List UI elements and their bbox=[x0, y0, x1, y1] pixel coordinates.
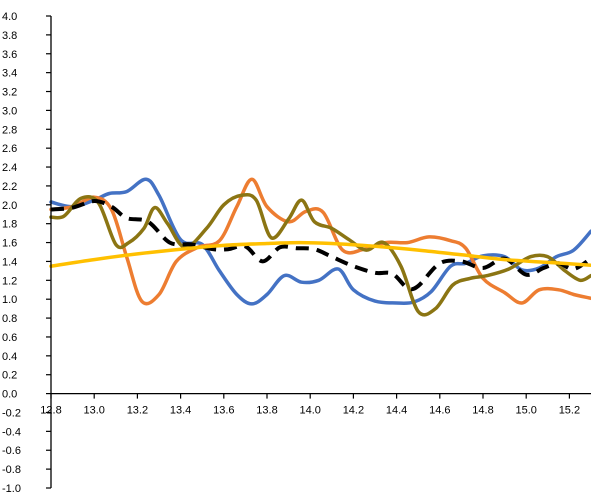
y-tick-label: 2.0 bbox=[2, 200, 17, 212]
x-tick-label: 13.6 bbox=[213, 405, 234, 417]
x-tick-label: 15.0 bbox=[515, 405, 536, 417]
y-tick-label: 3.4 bbox=[2, 68, 17, 80]
series-line-3 bbox=[49, 192, 591, 317]
y-tick-label: 2.2 bbox=[2, 181, 17, 193]
series-line-5 bbox=[49, 240, 591, 268]
x-tick-label: 15.2 bbox=[559, 405, 580, 417]
y-tick-label: 1.4 bbox=[2, 256, 17, 268]
y-tick-label: -0.8 bbox=[2, 464, 21, 476]
y-tick-label: 0.8 bbox=[2, 313, 17, 325]
x-tick-label: 14.2 bbox=[343, 405, 364, 417]
series-line-2 bbox=[49, 177, 591, 306]
series-layer bbox=[49, 177, 591, 317]
y-tick-label: 0.4 bbox=[2, 351, 17, 363]
x-tick-label: 14.6 bbox=[429, 405, 450, 417]
y-tick-label: 3.6 bbox=[2, 49, 17, 61]
y-tick-label: 1.2 bbox=[2, 275, 17, 287]
x-tick-label: 13.4 bbox=[170, 405, 191, 417]
y-tick-label: 2.6 bbox=[2, 143, 17, 155]
y-tick-label: 0.0 bbox=[2, 389, 17, 401]
x-tick-label: 14.4 bbox=[386, 405, 407, 417]
y-tick-label: 0.6 bbox=[2, 332, 17, 344]
y-tick-label: 3.8 bbox=[2, 30, 17, 42]
x-tick-label: 13.8 bbox=[256, 405, 277, 417]
y-tick-label: -0.4 bbox=[2, 426, 21, 438]
y-tick-label: -1.0 bbox=[2, 483, 21, 495]
y-tick-label: 2.4 bbox=[2, 162, 17, 174]
x-tick-label: 13.0 bbox=[83, 405, 104, 417]
y-tick-label: 0.2 bbox=[2, 370, 17, 382]
y-tick-label: 1.0 bbox=[2, 294, 17, 306]
x-tick-label: 13.2 bbox=[127, 405, 148, 417]
y-tick-label: 3.2 bbox=[2, 87, 17, 99]
axes-layer: -1.0 -0.8 -0.6 -0.4 -0.2 0.0 0.2 0.4 0.6 0.8 1.0 1.… bbox=[2, 11, 591, 495]
y-tick-label: 1.6 bbox=[2, 238, 17, 250]
y-tick-label: 1.8 bbox=[2, 219, 17, 231]
y-tick-label: 4.0 bbox=[2, 11, 17, 23]
y-tick-label: -0.6 bbox=[2, 445, 21, 457]
y-tick-label: 3.0 bbox=[2, 105, 17, 117]
y-tick-label: 2.8 bbox=[2, 124, 17, 136]
x-tick-label: 12.8 bbox=[40, 405, 61, 417]
x-tick-label: 14.8 bbox=[472, 405, 493, 417]
y-tick-label: -0.2 bbox=[2, 407, 21, 419]
x-tick-label: 14.0 bbox=[299, 405, 320, 417]
